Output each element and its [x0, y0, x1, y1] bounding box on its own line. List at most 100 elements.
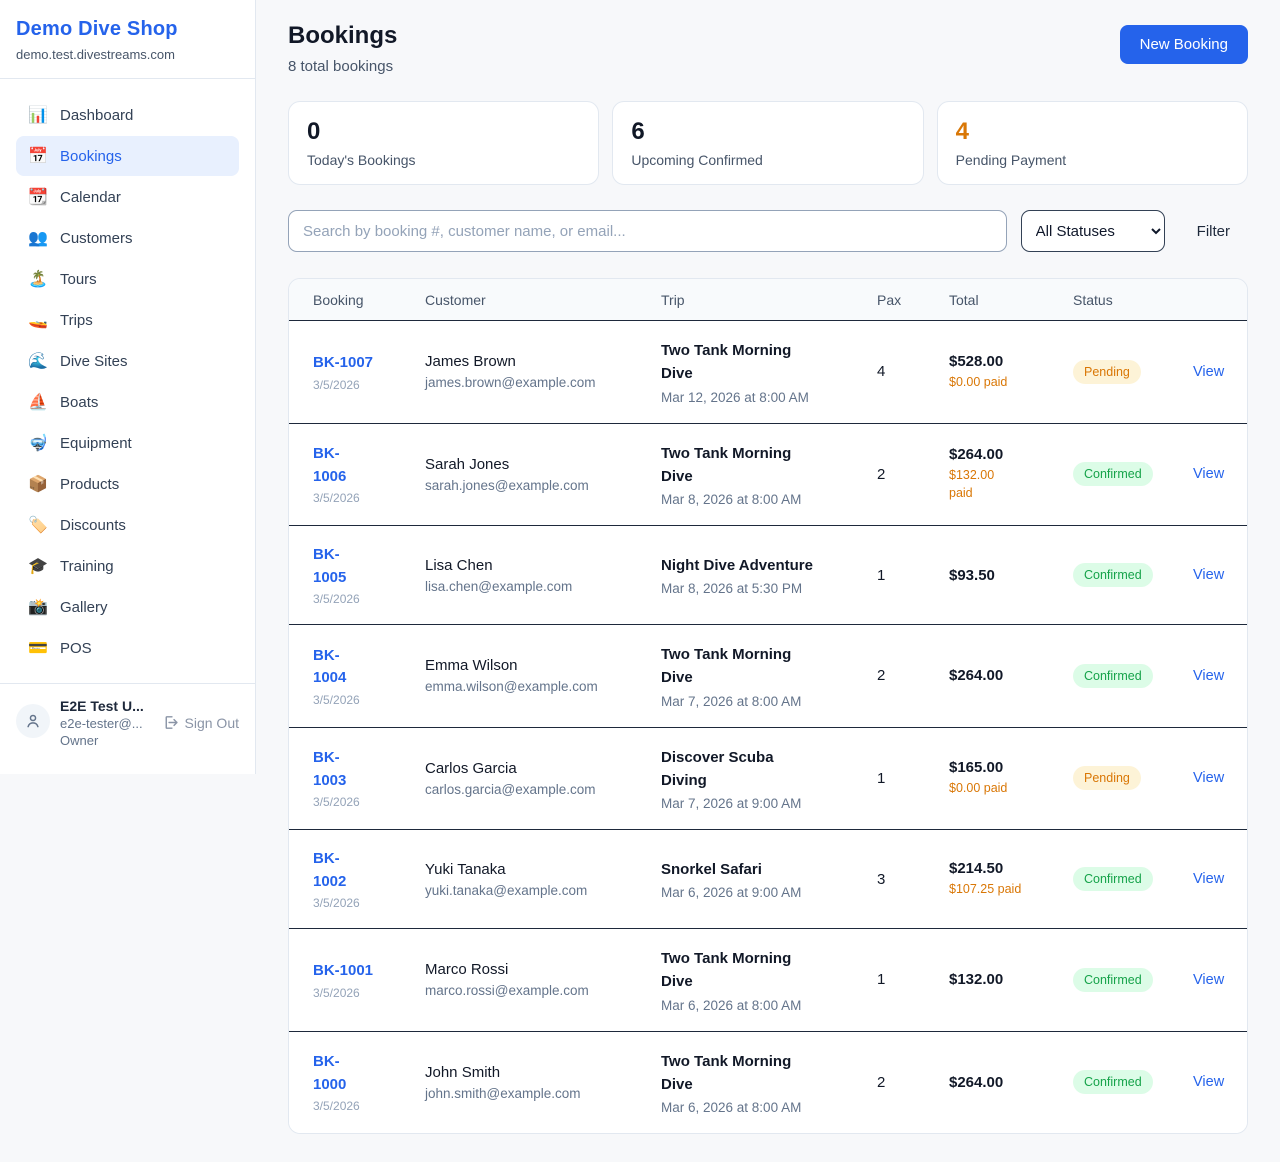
customer-email: john.smith@example.com	[425, 1085, 581, 1101]
sign-out-button[interactable]: Sign Out	[162, 714, 239, 731]
sidebar-item-tours[interactable]: 🏝️ Tours	[16, 259, 239, 299]
view-link[interactable]: View	[1193, 770, 1225, 787]
equipment-mask-icon: 🤿	[28, 435, 48, 452]
customer-name: Yuki Tanaka	[425, 860, 506, 878]
status-badge: Confirmed	[1073, 967, 1153, 992]
customer-email: marco.rossi@example.com	[425, 983, 589, 999]
view-link[interactable]: View	[1193, 567, 1225, 583]
sidebar-item-trips[interactable]: 🚤 Trips	[16, 300, 239, 340]
pax-count: 1	[877, 769, 886, 787]
booking-id-link[interactable]: BK- 1000	[313, 1053, 347, 1093]
pax-count: 1	[877, 566, 886, 584]
booking-id-link[interactable]: BK- 1004	[313, 646, 347, 687]
status-badge: Pending	[1073, 766, 1141, 791]
new-booking-button[interactable]: New Booking	[1119, 25, 1248, 64]
view-link[interactable]: View	[1193, 971, 1225, 988]
total-amount: $264.00	[949, 667, 1004, 685]
table-row: BK-1007 3/5/2026 James Brown james.brown…	[289, 321, 1247, 424]
table-header-row: Booking Customer Trip Pax Total Status	[289, 279, 1247, 321]
sidebar-header: Demo Dive Shop demo.test.divestreams.com	[0, 0, 255, 79]
status-badge: Pending	[1073, 359, 1141, 384]
bookings-table: Booking Customer Trip Pax Total Status B…	[288, 278, 1248, 1134]
sidebar-item-equipment[interactable]: 🤿 Equipment	[16, 423, 239, 463]
sidebar-item-label: Calendar	[60, 188, 121, 206]
stat-label: Today's Bookings	[307, 152, 416, 168]
table-row: BK- 1000 3/5/2026 John Smith john.smith@e…	[289, 1031, 1247, 1133]
page-title: Bookings	[288, 22, 398, 49]
trip-time: Mar 7, 2026 at 8:00 AM	[661, 693, 802, 709]
col-customer: Customer	[425, 291, 486, 308]
view-link[interactable]: View	[1193, 1074, 1225, 1091]
sidebar-item-label: Bookings	[60, 147, 122, 165]
paid-amount: $0.00 paid	[949, 374, 1008, 389]
total-amount: $528.00	[949, 352, 1004, 370]
view-link[interactable]: View	[1193, 871, 1225, 887]
trips-speedboat-icon: 🚤	[28, 312, 48, 329]
bookings-count: 8 total bookings	[288, 58, 394, 75]
filter-button[interactable]: Filter	[1179, 223, 1248, 240]
customer-email: lisa.chen@example.com	[425, 578, 573, 594]
booking-date: 3/5/2026	[313, 592, 360, 606]
sidebar-item-boats[interactable]: ⛵ Boats	[16, 382, 239, 422]
customer-name: Carlos Garcia	[425, 759, 517, 777]
sidebar-item-dashboard[interactable]: 📊 Dashboard	[16, 95, 239, 135]
status-badge: Confirmed	[1073, 563, 1153, 587]
pax-count: 4	[877, 363, 886, 381]
table-row: BK- 1006 3/5/2026 Sarah Jones sarah.jones…	[289, 423, 1247, 526]
view-link[interactable]: View	[1193, 363, 1225, 380]
booking-id-link[interactable]: BK-1001	[313, 962, 374, 979]
sidebar-item-discounts[interactable]: 🏷️ Discounts	[16, 505, 239, 545]
customer-name: Sarah Jones	[425, 455, 510, 473]
trip-name: Snorkel Safari	[661, 860, 762, 878]
customer-email: carlos.garcia@example.com	[425, 781, 596, 797]
stat-card: 6 Upcoming Confirmed	[612, 101, 924, 185]
table-row: BK- 1003 3/5/2026 Carlos Garcia carlos.ga…	[289, 727, 1247, 830]
gallery-camera-icon: 📸	[28, 599, 48, 616]
trip-time: Mar 7, 2026 at 9:00 AM	[661, 796, 802, 811]
total-amount: $214.50	[949, 859, 1004, 877]
sidebar-item-label: Tours	[60, 270, 97, 288]
customer-email: james.brown@example.com	[425, 375, 596, 391]
view-link[interactable]: View	[1193, 466, 1225, 483]
sidebar: Demo Dive Shop demo.test.divestreams.com…	[0, 0, 256, 774]
paid-amount: $0.00 paid	[949, 781, 1008, 795]
search-input[interactable]	[288, 210, 1007, 252]
booking-id-link[interactable]: BK-1007	[313, 354, 374, 371]
pax-count: 3	[877, 870, 886, 888]
status-badge: Confirmed	[1073, 663, 1153, 688]
bookings-calendar-icon: 📅	[28, 148, 48, 165]
booking-date: 3/5/2026	[313, 896, 360, 910]
stat-value: 6	[631, 118, 645, 145]
booking-id-link[interactable]: BK- 1005	[313, 546, 347, 586]
sidebar-item-dive-sites[interactable]: 🌊 Dive Sites	[16, 341, 239, 381]
sign-out-icon	[165, 716, 178, 729]
sidebar-item-label: Boats	[60, 393, 99, 411]
table-row: BK- 1002 3/5/2026 Yuki Tanaka yuki.tanaka…	[289, 830, 1247, 929]
status-badge: Confirmed	[1073, 1070, 1153, 1095]
customer-name: Marco Rossi	[425, 961, 509, 979]
sidebar-item-pos[interactable]: 💳 POS	[16, 628, 239, 668]
sidebar-item-calendar[interactable]: 📆 Calendar	[16, 177, 239, 217]
sidebar-item-customers[interactable]: 👥 Customers	[16, 218, 239, 258]
sidebar-user-section: E2E Test U... e2e-tester@... Owner Sign …	[0, 683, 255, 770]
stat-card: 4 Pending Payment	[936, 101, 1248, 185]
user-name: E2E Test U...	[60, 698, 144, 714]
trip-name: Night Dive Adventure	[661, 556, 813, 574]
sidebar-item-bookings[interactable]: 📅 Bookings	[16, 136, 239, 176]
sidebar-item-gallery[interactable]: 📸 Gallery	[16, 587, 239, 627]
status-select[interactable]: All Statuses	[1020, 210, 1165, 252]
trip-name: Discover Scuba Diving	[661, 748, 774, 789]
sidebar-item-training[interactable]: 🎓 Training	[16, 546, 239, 586]
sidebar-item-label: Discounts	[60, 516, 126, 534]
total-amount: $264.00	[949, 1073, 1004, 1091]
sidebar-item-products[interactable]: 📦 Products	[16, 464, 239, 504]
booking-id-link[interactable]: BK- 1002	[313, 850, 347, 890]
trip-time: Mar 8, 2026 at 5:30 PM	[661, 581, 803, 597]
booking-id-link[interactable]: BK- 1003	[313, 749, 347, 789]
table-row: BK-1001 3/5/2026 Marco Rossi marco.rossi…	[289, 929, 1247, 1032]
trip-name: Two Tank Morning Dive	[661, 646, 792, 687]
customer-name: Lisa Chen	[425, 556, 493, 574]
view-link[interactable]: View	[1193, 667, 1225, 684]
booking-id-link[interactable]: BK- 1006	[313, 445, 347, 485]
sidebar-item-label: Products	[60, 475, 120, 493]
